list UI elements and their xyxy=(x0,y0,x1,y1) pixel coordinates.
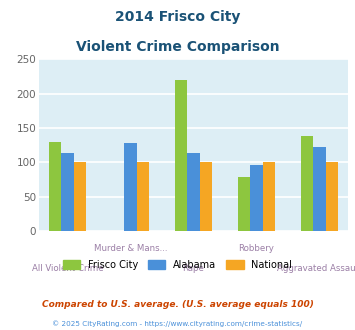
Bar xyxy=(301,136,313,231)
Text: © 2025 CityRating.com - https://www.cityrating.com/crime-statistics/: © 2025 CityRating.com - https://www.city… xyxy=(53,320,302,327)
Bar xyxy=(187,153,200,231)
Bar xyxy=(137,162,149,231)
Text: Compared to U.S. average. (U.S. average equals 100): Compared to U.S. average. (U.S. average … xyxy=(42,300,313,309)
Bar xyxy=(200,162,212,231)
Legend: Frisco City, Alabama, National: Frisco City, Alabama, National xyxy=(59,256,296,274)
Text: Rape: Rape xyxy=(182,264,204,273)
Bar xyxy=(313,147,326,231)
Text: Aggravated Assault: Aggravated Assault xyxy=(277,264,355,273)
Bar xyxy=(175,80,187,231)
Bar xyxy=(49,142,61,231)
Bar xyxy=(124,143,137,231)
Bar xyxy=(263,162,275,231)
Text: All Violent Crime: All Violent Crime xyxy=(32,264,103,273)
Bar xyxy=(61,153,74,231)
Bar xyxy=(326,162,338,231)
Text: Murder & Mans...: Murder & Mans... xyxy=(94,244,167,253)
Text: 2014 Frisco City: 2014 Frisco City xyxy=(115,10,240,24)
Text: Robbery: Robbery xyxy=(239,244,274,253)
Text: Violent Crime Comparison: Violent Crime Comparison xyxy=(76,40,279,53)
Bar xyxy=(250,165,263,231)
Bar xyxy=(237,178,250,231)
Bar xyxy=(74,162,86,231)
